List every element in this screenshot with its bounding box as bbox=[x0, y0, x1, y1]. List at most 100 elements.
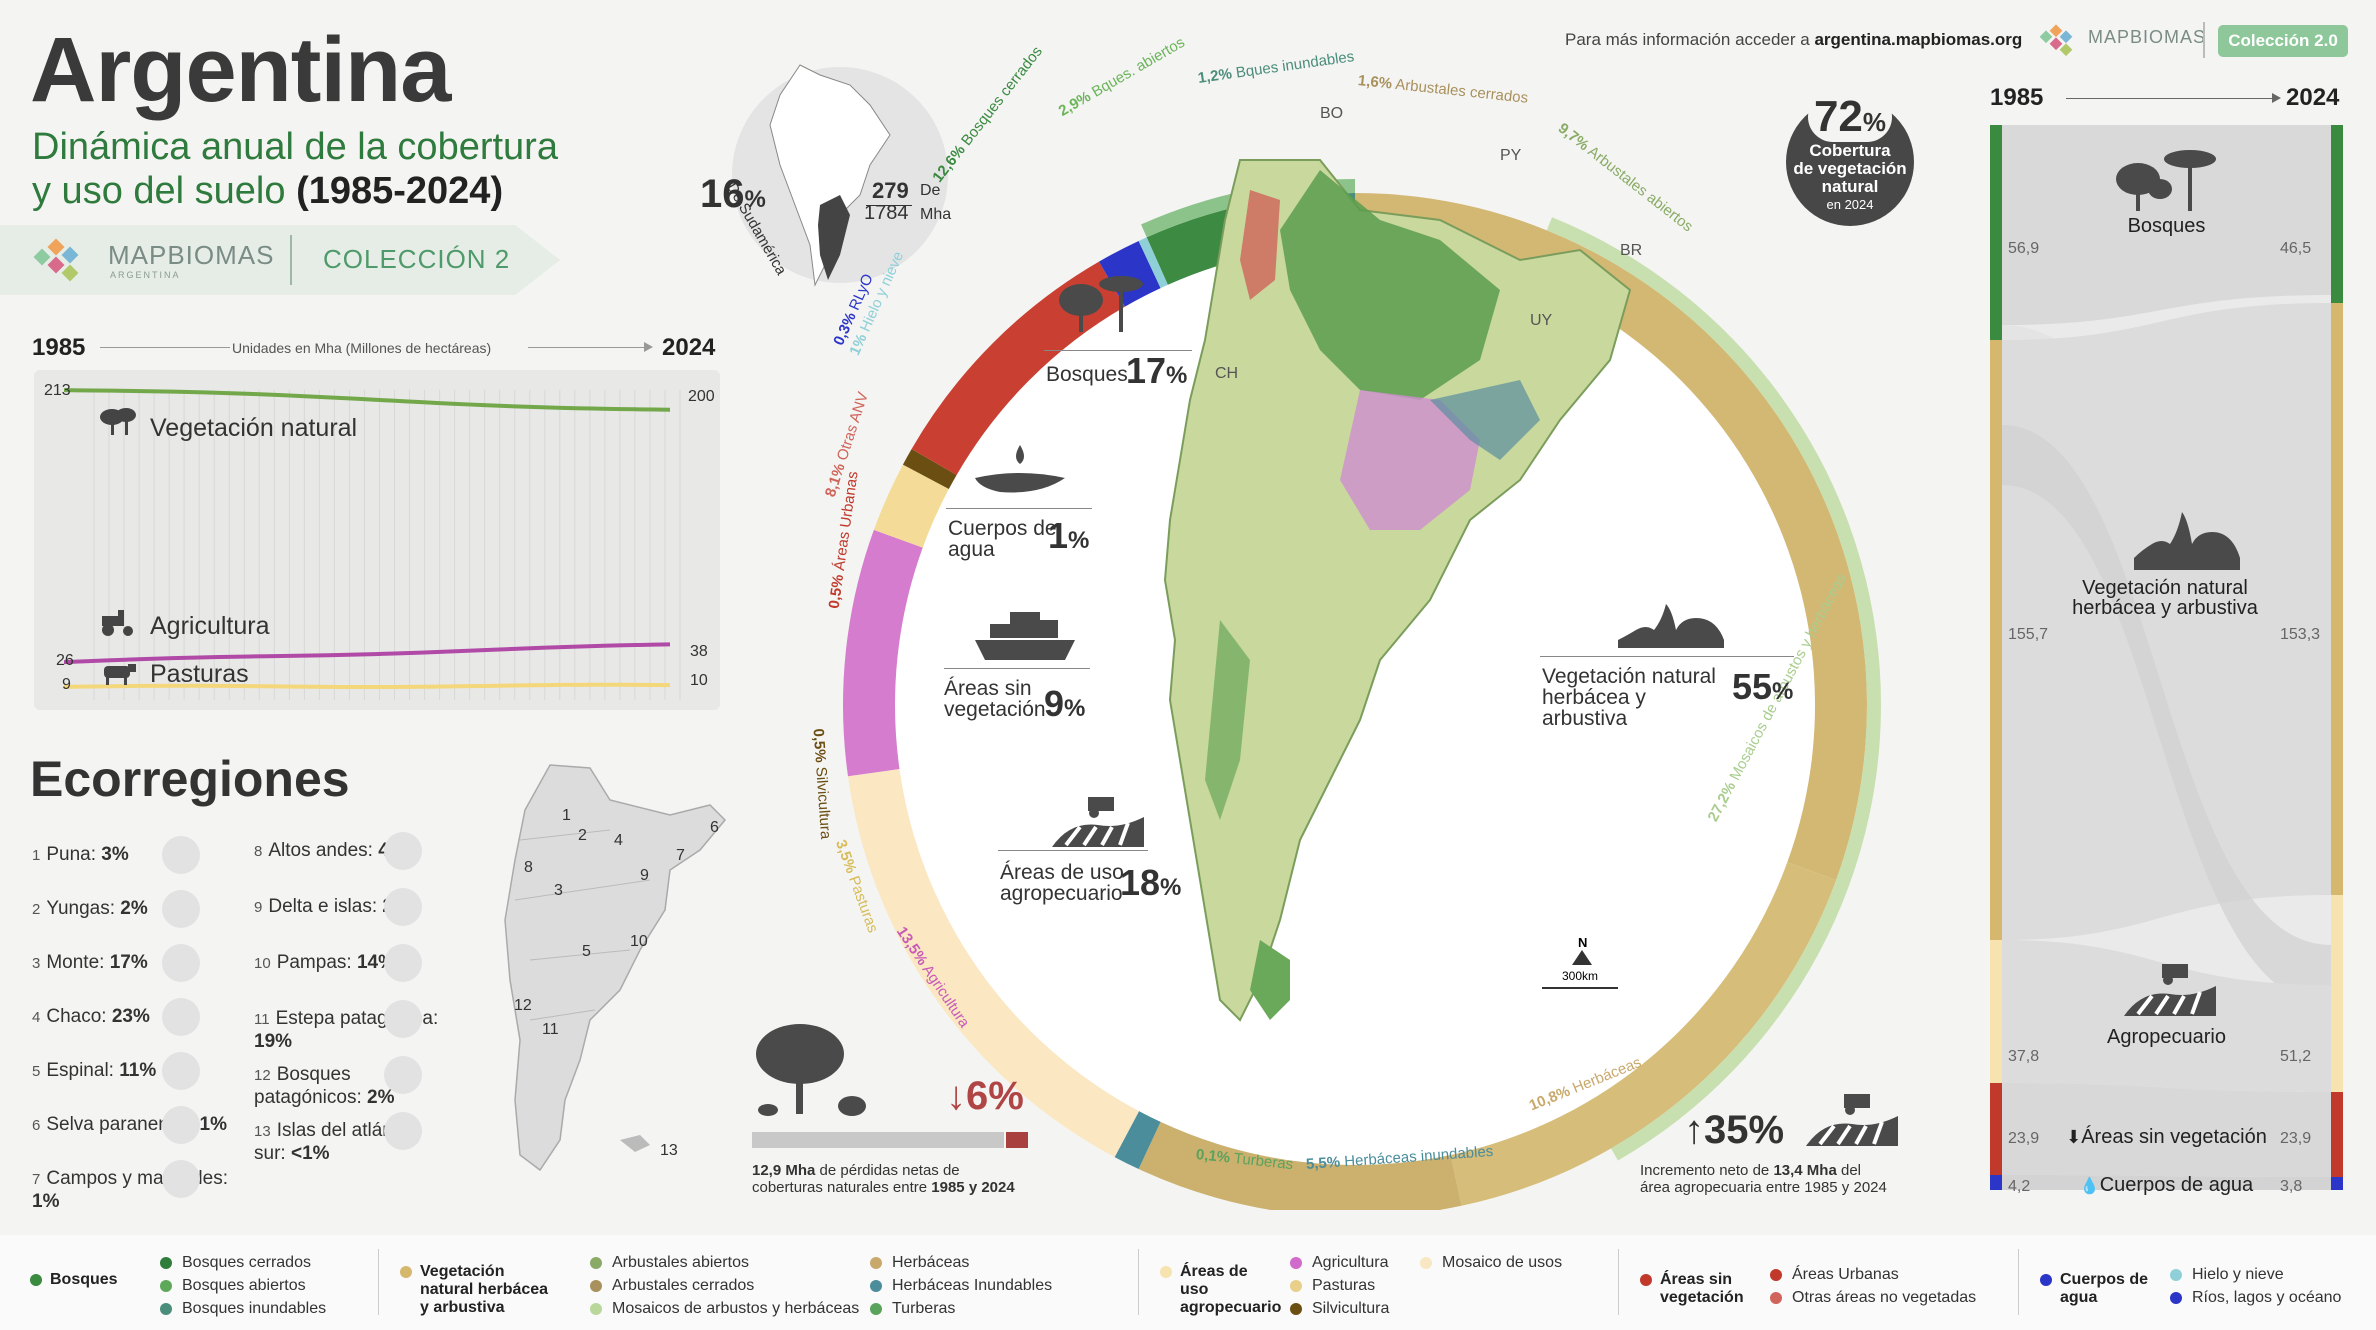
legend-item: Bosques inundables bbox=[160, 1297, 326, 1320]
category-label: Áreas de uso agropecuario bbox=[1000, 861, 1124, 905]
brand-band bbox=[0, 225, 560, 295]
ecoregion-name: Delta e islas: bbox=[268, 896, 378, 917]
ecoregion-pct: 11% bbox=[119, 1060, 157, 1081]
urban-boat-icon bbox=[975, 612, 1075, 660]
legend-item: Silvicultura bbox=[1290, 1297, 1389, 1320]
legend-item: Turberas bbox=[870, 1297, 955, 1320]
tractor-icon bbox=[102, 610, 133, 636]
svg-text:1: 1 bbox=[562, 807, 571, 824]
legend-dot bbox=[2040, 1274, 2052, 1286]
ecoregion-number: 2 bbox=[32, 901, 41, 918]
legend-group-title: Áreas de uso agropecuario bbox=[1160, 1263, 1281, 1317]
brand-sub: ARGENTINA bbox=[110, 270, 181, 280]
ecoregion-thumb bbox=[384, 1000, 422, 1038]
ecoregion-pct: 19% bbox=[254, 1031, 293, 1052]
svg-text:13: 13 bbox=[660, 1142, 678, 1159]
series-label: Agricultura bbox=[150, 612, 270, 640]
ecoregion-item: 6 Selva paranense: 1% bbox=[32, 1114, 232, 1137]
ecoregion-number: 1 bbox=[32, 847, 41, 864]
legend-group-title: Cuerpos de agua bbox=[2040, 1271, 2150, 1307]
legend-group-title: Vegetación natural herbácea y arbustiva bbox=[400, 1263, 550, 1317]
sankey-start-value: 155,7 bbox=[2008, 626, 2049, 643]
mapbiomas-logo-icon bbox=[33, 238, 79, 282]
legend-dot bbox=[590, 1302, 602, 1315]
country-label: PY bbox=[1500, 147, 1522, 164]
forest-icon bbox=[2116, 150, 2216, 211]
timeline-arrow bbox=[528, 347, 648, 348]
category-pct: 18% bbox=[1120, 862, 1182, 903]
legend-item: Bosques abiertos bbox=[160, 1274, 306, 1297]
agro-icon bbox=[1806, 1094, 1898, 1146]
ecoregion-item: 3 Monte: 17% bbox=[32, 952, 232, 975]
legend-item: Herbáceas Inundables bbox=[870, 1274, 1052, 1297]
ecoregion-item: 12 Bosques patagónicos: 2% bbox=[254, 1064, 454, 1109]
sankey-year-start: 1985 bbox=[1990, 84, 2044, 111]
sankey-end-value: 46,5 bbox=[2280, 240, 2312, 257]
ecoregion-item: 10 Pampas: 14% bbox=[254, 952, 454, 975]
legend-dot bbox=[1290, 1302, 1302, 1315]
sankey-end-value: 3,8 bbox=[2280, 1178, 2303, 1195]
category-pct: 55% bbox=[1732, 666, 1794, 707]
legend-dot bbox=[590, 1279, 602, 1292]
ecoregion-thumb bbox=[162, 836, 200, 874]
ecoregion-name: Bosques patagónicos: bbox=[254, 1064, 362, 1108]
legend-separator bbox=[2018, 1249, 2019, 1315]
svg-text:11: 11 bbox=[542, 1021, 559, 1038]
ring-label-pct: 0,1% bbox=[1195, 1146, 1231, 1167]
legend-group: Bosques Bosques cerrados Bosques abiertos B… bbox=[30, 1251, 360, 1321]
legend-dot bbox=[2170, 1268, 2182, 1281]
legend-item: Mosaico de usos bbox=[1420, 1251, 1562, 1274]
legend-dot bbox=[1160, 1266, 1172, 1278]
legend-dot bbox=[160, 1302, 172, 1315]
legend-dot bbox=[30, 1274, 42, 1286]
svg-text:300km: 300km bbox=[1562, 969, 1598, 983]
north-arrow-icon: N bbox=[1572, 935, 1592, 965]
brand-name: MAPBIOMAS bbox=[108, 240, 275, 270]
fraction-bar bbox=[866, 205, 912, 206]
series-label: Vegetación natural bbox=[150, 414, 358, 442]
ecoregion-number: 5 bbox=[32, 1063, 41, 1080]
gain-text: Incremento neto de 13,4 Mha del área agro… bbox=[1640, 1162, 1887, 1196]
ecoregion-number: 12 bbox=[254, 1067, 271, 1084]
loss-pct: ↓6% bbox=[946, 1074, 1024, 1118]
sankey-row-label: Agropecuario bbox=[2107, 1026, 2226, 1048]
ecoregion-number: 11 bbox=[254, 1011, 270, 1028]
legend-dot bbox=[1640, 1274, 1652, 1286]
ecoregion-pct: 3% bbox=[101, 844, 129, 865]
legend-dot bbox=[2170, 1291, 2182, 1304]
legend-item: Arbustales abiertos bbox=[590, 1251, 749, 1274]
shrub-icon bbox=[1618, 604, 1724, 648]
legend-dot bbox=[160, 1256, 172, 1269]
ecoregion-pct: 23% bbox=[111, 1006, 150, 1027]
ring-label-pct: 0,5% bbox=[809, 727, 829, 764]
loss-bar-fill bbox=[1006, 1132, 1028, 1148]
svg-text:6: 6 bbox=[710, 819, 719, 836]
ecoregion-thumb bbox=[384, 1056, 422, 1094]
callout-line bbox=[946, 508, 1092, 509]
ecoregion-number: 10 bbox=[254, 955, 271, 972]
page-subtitle: Dinámica anual de la cobertura y uso del… bbox=[32, 126, 558, 212]
sankey-row-label: Bosques bbox=[2127, 215, 2206, 237]
country-label: BO bbox=[1320, 105, 1343, 122]
line-chart-svg bbox=[63, 388, 681, 700]
ecoregion-pct: 1% bbox=[32, 1191, 60, 1212]
category-label: Áreas sin vegetación bbox=[944, 677, 1046, 721]
ecoregion-pct: 17% bbox=[109, 952, 148, 973]
ecoregion-pct: <1% bbox=[290, 1143, 330, 1164]
series-start-value: 26 bbox=[56, 652, 74, 669]
ecoregion-item: 13 Islas del atlántico sur: <1% bbox=[254, 1120, 454, 1165]
legend-group-title: Áreas sin vegetación bbox=[1640, 1271, 1750, 1307]
legend-dot bbox=[1420, 1256, 1432, 1269]
category-pct: 17% bbox=[1126, 350, 1188, 391]
callout-line bbox=[1044, 350, 1192, 351]
timeline-arrow bbox=[100, 347, 230, 348]
series-line-vegetacion bbox=[63, 388, 671, 412]
series-start-value: 9 bbox=[62, 676, 71, 693]
ecoregion-item: 7 Campos y malezales: 1% bbox=[32, 1168, 232, 1213]
ring-segment bbox=[847, 769, 1140, 1158]
more-info-link[interactable]: argentina.mapbiomas.org bbox=[1814, 30, 2023, 49]
sankey-year-end: 2024 bbox=[2286, 84, 2340, 111]
arrow-head bbox=[644, 342, 653, 352]
